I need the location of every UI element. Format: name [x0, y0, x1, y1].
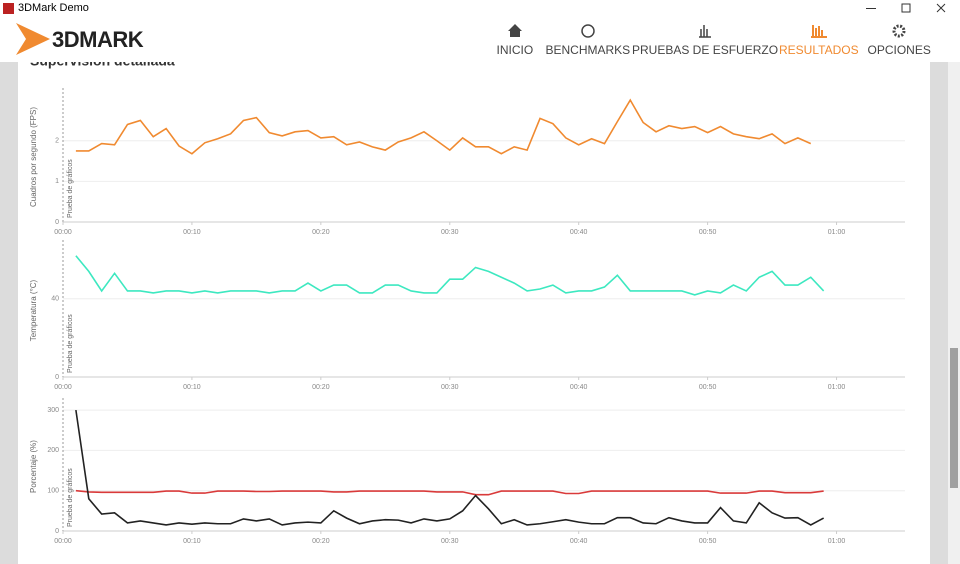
y-tick-label: 0 — [55, 528, 59, 535]
window-controls — [3, 3, 946, 14]
close[interactable] — [936, 3, 946, 13]
x-tick-label: 00:00 — [54, 384, 72, 391]
x-tick-label: 01:00 — [828, 538, 846, 545]
y-axis-label: Temperatura (°C) — [29, 279, 38, 341]
x-tick-label: 00:20 — [312, 229, 330, 236]
nav-item[interactable]: BENCHMARKS — [545, 43, 631, 57]
scrollbar[interactable] — [948, 62, 960, 564]
x-tick-label: 00:30 — [441, 538, 459, 545]
window-title: 3DMark Demo — [18, 2, 89, 14]
x-tick-label: 00:50 — [699, 538, 717, 545]
y-tick-label: 40 — [51, 296, 59, 303]
nav-item[interactable]: PRUEBAS DE ESFUERZO — [632, 43, 779, 57]
x-tick-label: 00:40 — [570, 229, 588, 236]
x-tick-label: 00:00 — [54, 229, 72, 236]
logo-mark — [16, 23, 50, 55]
nav-icons — [508, 24, 906, 38]
scroll-thumb[interactable] — [950, 348, 958, 488]
y-tick-label: 0 — [55, 219, 59, 226]
x-tick-label: 01:00 — [828, 229, 846, 236]
nav-item[interactable]: INICIO — [496, 43, 534, 57]
nav-item[interactable]: RESULTADOS — [779, 43, 859, 57]
data-line — [75, 98, 812, 155]
y-tick-label: 0 — [55, 374, 59, 381]
x-tick-label: 00:50 — [699, 384, 717, 391]
data-line — [75, 489, 824, 496]
x-tick-label: 00:50 — [699, 229, 717, 236]
x-tick-label: 00:00 — [54, 538, 72, 545]
x-tick-label: 00:10 — [183, 538, 201, 545]
restore[interactable] — [901, 3, 911, 13]
annotation: Prueba de gráficos — [67, 468, 74, 527]
logo[interactable]: 3DMARK — [52, 27, 144, 52]
header: 3DMARK INICIO BENCHMARKS PRUEBAS DE ESFUER… — [0, 17, 960, 62]
y-axis-label: Porcentaje (%) — [29, 440, 38, 493]
x-tick-label: 01:00 — [828, 384, 846, 391]
y-axis-label: Cuadros por segundo (FPS) — [29, 107, 38, 207]
x-tick-label: 00:30 — [441, 229, 459, 236]
data-line — [75, 255, 825, 296]
annotation: Prueba de gráficos — [67, 314, 74, 373]
data-line — [75, 409, 825, 526]
x-tick-label: 00:10 — [183, 384, 201, 391]
x-tick-label: 00:40 — [570, 384, 588, 391]
x-tick-label: 00:20 — [312, 384, 330, 391]
x-tick-label: 00:30 — [441, 384, 459, 391]
y-tick-label: 1 — [55, 178, 59, 185]
app-icon — [3, 3, 14, 14]
y-tick-label: 2 — [55, 138, 59, 145]
y-tick-label: 300 — [47, 407, 59, 414]
y-tick-label: 200 — [47, 447, 59, 454]
x-tick-label: 00:40 — [570, 538, 588, 545]
x-tick-label: 00:20 — [312, 538, 330, 545]
nav-item[interactable]: OPCIONES — [867, 43, 931, 57]
title-bar: 3DMark Demo — [0, 0, 960, 17]
panel — [18, 50, 930, 564]
annotation: Prueba de gráficos — [67, 159, 74, 218]
x-tick-label: 00:10 — [183, 229, 201, 236]
y-tick-label: 100 — [47, 488, 59, 495]
